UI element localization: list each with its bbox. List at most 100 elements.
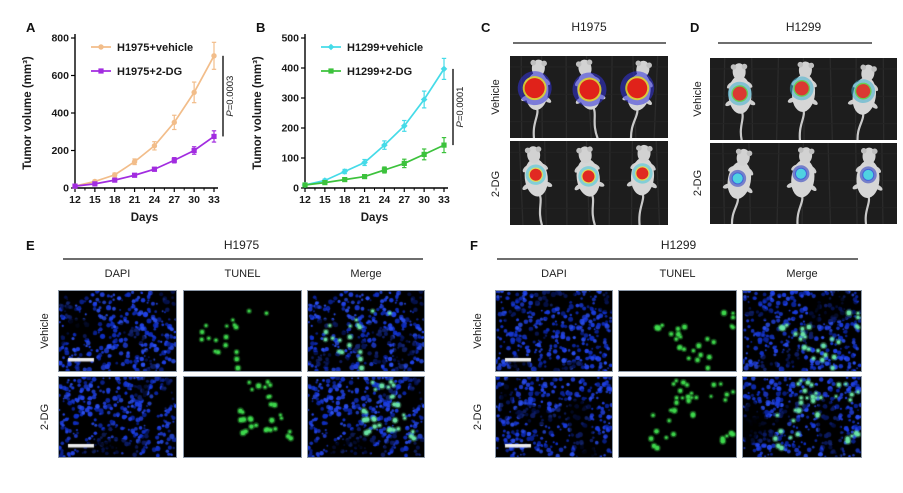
svg-text:30: 30 [418, 194, 430, 206]
panel-label-d: D [690, 20, 700, 35]
micrograph-merge [307, 376, 425, 458]
svg-text:500: 500 [281, 33, 299, 45]
row-label-vehicle: Vehicle [39, 313, 51, 349]
svg-text:33: 33 [208, 194, 220, 206]
svg-text:15: 15 [319, 194, 331, 206]
micrograph-merge [307, 290, 425, 372]
svg-text:21: 21 [359, 194, 371, 206]
micrograph-image [619, 377, 736, 457]
column-header-merge: Merge [786, 268, 818, 280]
svg-text:400: 400 [51, 108, 69, 120]
svg-text:33: 33 [438, 194, 450, 206]
row-label-2dg: 2-DG [490, 170, 502, 198]
svg-text:21: 21 [129, 194, 141, 206]
cell-line-title: H1299 [785, 20, 822, 34]
panel-label-b: B [256, 20, 266, 35]
svg-text:15: 15 [89, 194, 101, 206]
header-rule [497, 258, 858, 260]
svg-text:Tumor volume (mm³): Tumor volume (mm³) [252, 56, 264, 170]
row-label-2dg: 2-DG [39, 403, 51, 431]
column-header-merge: Merge [350, 268, 382, 280]
svg-text:Days: Days [131, 212, 159, 224]
micrograph-image [184, 377, 301, 457]
tumor-growth-chart-h1299: 0 100 200 300 400 500 12 15 18 21 24 27 30 33 Days Tumo… [248, 16, 483, 225]
svg-text:24: 24 [149, 194, 161, 206]
panel-label-a: A [26, 20, 36, 35]
svg-text:H1299+2-DG: H1299+2-DG [347, 66, 412, 78]
cell-line-title: H1975 [571, 20, 607, 34]
micrograph-image [743, 377, 861, 457]
micrograph-image [59, 377, 176, 457]
column-header-tunel: TUNEL [224, 268, 261, 280]
micrograph-dapi [58, 376, 177, 458]
chart-plot: 0 200 400 600 800 12 15 18 21 24 27 30 33 Days Tumor v… [22, 33, 236, 225]
row-label-vehicle: Vehicle [490, 79, 502, 115]
svg-text:18: 18 [339, 194, 351, 206]
svg-text:100: 100 [281, 153, 299, 165]
svg-text:Days: Days [361, 212, 389, 224]
column-header-dapi: DAPI [541, 268, 567, 280]
micrograph-image [496, 291, 612, 371]
svg-text:H1299+vehicle: H1299+vehicle [347, 42, 423, 54]
svg-text:P=0.0001: P=0.0001 [455, 87, 466, 128]
column-header-tunel: TUNEL [659, 268, 696, 280]
micrograph-image [743, 291, 861, 371]
bioluminescence-image-vehicle [710, 58, 897, 140]
cell-line-title: H1299 [660, 238, 697, 252]
svg-text:600: 600 [51, 70, 69, 82]
svg-text:27: 27 [398, 194, 410, 206]
cell-line-title: H1975 [223, 238, 260, 252]
svg-text:H1975+vehicle: H1975+vehicle [117, 42, 193, 54]
tumor-growth-chart-h1975: 0 200 400 600 800 12 15 18 21 24 27 30 33 Days Tumor v… [18, 16, 253, 225]
row-label-2dg: 2-DG [692, 169, 704, 197]
svg-text:0: 0 [63, 183, 69, 195]
svg-text:P=0.0003: P=0.0003 [225, 76, 236, 117]
panel-label-f: F [470, 238, 478, 253]
svg-text:18: 18 [109, 194, 121, 206]
mouse-photo [710, 143, 897, 224]
micrograph-tunel [183, 376, 302, 458]
mouse-photo [710, 58, 897, 140]
bioluminescence-image-vehicle [510, 56, 668, 138]
micrograph-tunel [618, 376, 737, 458]
svg-text:200: 200 [281, 123, 299, 135]
mouse-photo [510, 141, 668, 225]
svg-text:27: 27 [168, 194, 180, 206]
micrograph-image [619, 291, 736, 371]
svg-text:12: 12 [69, 194, 81, 206]
micrograph-image [308, 377, 424, 457]
svg-text:200: 200 [51, 145, 69, 157]
micrograph-dapi [495, 290, 613, 372]
bioluminescence-image-2dg [710, 143, 897, 224]
micrograph-image [496, 377, 612, 457]
header-rule [513, 42, 666, 44]
row-label-2dg: 2-DG [472, 403, 484, 431]
micrograph-merge [742, 376, 862, 458]
svg-text:0: 0 [293, 183, 299, 195]
svg-text:H1975+2-DG: H1975+2-DG [117, 66, 182, 78]
micrograph-merge [742, 290, 862, 372]
micrograph-tunel [183, 290, 302, 372]
chart-plot: 0 100 200 300 400 500 12 15 18 21 24 27 30 33 Days Tumo… [252, 33, 466, 225]
header-rule [63, 258, 423, 260]
micrograph-dapi [495, 376, 613, 458]
row-label-vehicle: Vehicle [692, 81, 704, 117]
svg-text:400: 400 [281, 63, 299, 75]
mouse-photo [510, 56, 668, 138]
micrograph-image [308, 291, 424, 371]
micrograph-image [184, 291, 301, 371]
row-label-vehicle: Vehicle [472, 313, 484, 349]
header-rule [718, 42, 872, 44]
panel-label-e: E [26, 238, 35, 253]
bioluminescence-image-2dg [510, 141, 668, 225]
svg-text:12: 12 [299, 194, 311, 206]
svg-text:800: 800 [51, 33, 69, 45]
micrograph-tunel [618, 290, 737, 372]
svg-text:30: 30 [188, 194, 200, 206]
micrograph-image [59, 291, 176, 371]
micrograph-dapi [58, 290, 177, 372]
column-header-dapi: DAPI [104, 268, 131, 280]
svg-text:300: 300 [281, 93, 299, 105]
svg-text:24: 24 [379, 194, 391, 206]
